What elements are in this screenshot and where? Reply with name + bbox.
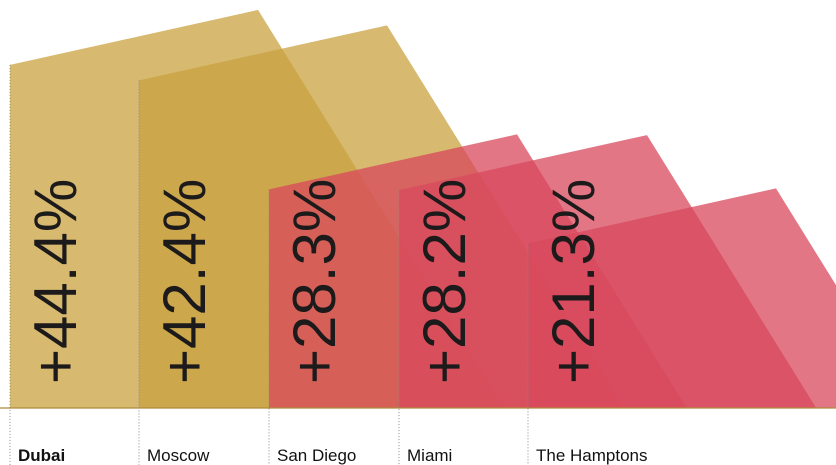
value-label: +44.4%	[22, 179, 89, 384]
category-label: The Hamptons	[536, 446, 648, 465]
category-label: Miami	[407, 446, 452, 465]
value-label: +42.4%	[151, 179, 218, 384]
value-label: +28.2%	[411, 179, 478, 384]
category-label: Dubai	[18, 446, 65, 465]
category-label: San Diego	[277, 446, 356, 465]
value-label: +28.3%	[281, 179, 348, 384]
category-label: Moscow	[147, 446, 210, 465]
value-label: +21.3%	[540, 179, 607, 384]
bar	[528, 188, 836, 408]
